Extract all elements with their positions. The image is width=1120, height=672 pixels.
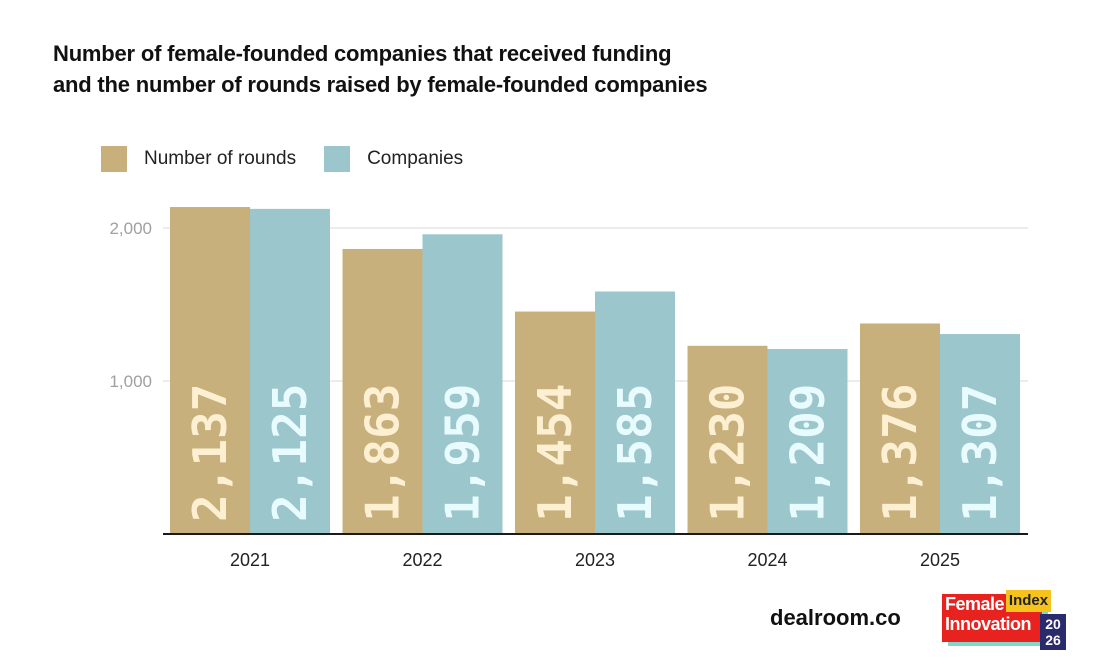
x-category-label: 2025 [920,550,960,570]
logo-line-1: Female [945,594,1005,614]
bar-value-label: 2,125 [263,384,317,522]
bar-value-label: 1,863 [356,384,410,522]
bar-rounds [342,248,423,534]
logo-year-block: 20 26 [1040,614,1066,650]
bar-rounds [515,311,595,534]
legend-label-companies: Companies [367,148,464,169]
chart-title: Number of female-founded companies that … [53,38,708,100]
bar-rounds [860,323,940,534]
bar-value-label: 1,376 [873,384,927,522]
legend-item-rounds: Number of rounds [101,146,296,172]
bar-companies [940,334,1020,534]
logo-index-tag: Index [1006,590,1051,612]
bar-value-label: 1,454 [528,384,582,522]
bar-value-label: 1,959 [436,384,490,522]
legend-swatch-companies [324,146,351,172]
bar-value-label: 1,209 [781,384,835,522]
x-category-label: 2021 [230,550,270,570]
bar-value-label: 1,230 [701,384,755,522]
chart-title-line-1: Number of female-founded companies that … [53,41,672,66]
female-innovation-index-logo: Female Innovation Index 20 26 [942,590,1068,652]
dealroom-brand: dealroom.co [770,605,901,630]
x-category-label: 2024 [747,550,787,570]
logo-year-bottom: 26 [1045,632,1061,648]
x-category-label: 2023 [575,550,615,570]
legend-swatch-rounds [101,146,127,172]
y-tick-label: 1,000 [109,372,152,391]
bar-companies [422,234,503,534]
x-category-label: 2022 [402,550,442,570]
logo-year-top: 20 [1045,616,1061,632]
bar-value-label: 2,137 [183,384,237,522]
bar-companies [767,349,848,534]
chart-title-line-2: and the number of rounds raised by femal… [53,72,708,97]
bar-rounds [170,207,250,534]
bar-value-label: 1,307 [953,384,1007,522]
logo-line-2: Innovation [945,614,1032,634]
legend-item-companies: Companies [324,146,463,172]
legend-label-rounds: Number of rounds [144,148,297,169]
chart-legend: Number of rounds Companies [101,146,491,172]
bar-value-label: 1,585 [608,384,662,522]
bar-companies [595,291,675,534]
bar-companies [250,208,330,534]
y-tick-label: 2,000 [109,219,152,238]
bar-rounds [687,345,768,534]
